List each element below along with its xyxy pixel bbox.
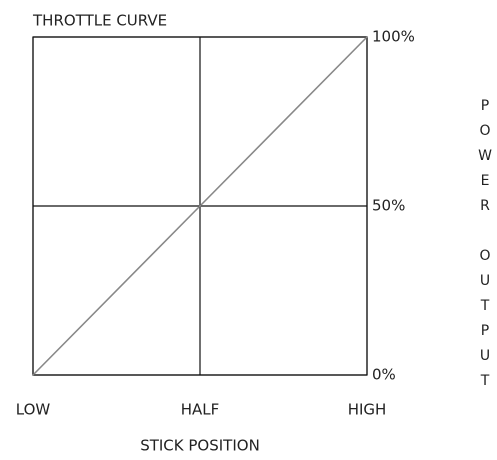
y-tick-label: 50% (372, 197, 405, 215)
curve-line (32, 36, 368, 376)
x-axis-label: STICK POSITION (140, 437, 260, 455)
chart-title: THROTTLE CURVE (32, 12, 167, 30)
y-tick-label: 100% (372, 28, 415, 46)
x-tick-label: HALF (181, 401, 220, 419)
x-tick-label: HIGH (348, 401, 387, 419)
x-tick-label: LOW (16, 401, 51, 419)
y-axis-label: POWER OUTPUT (477, 98, 493, 398)
y-tick-label: 0% (372, 366, 396, 384)
